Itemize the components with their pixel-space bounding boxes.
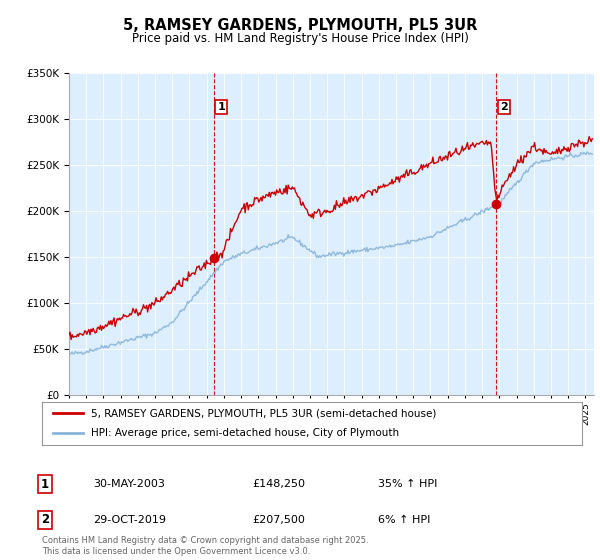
Text: 2: 2 xyxy=(41,513,49,526)
Text: 6% ↑ HPI: 6% ↑ HPI xyxy=(378,515,430,525)
Text: £148,250: £148,250 xyxy=(252,479,305,489)
Text: 5, RAMSEY GARDENS, PLYMOUTH, PL5 3UR (semi-detached house): 5, RAMSEY GARDENS, PLYMOUTH, PL5 3UR (se… xyxy=(91,408,436,418)
Text: 2: 2 xyxy=(500,102,508,112)
Text: HPI: Average price, semi-detached house, City of Plymouth: HPI: Average price, semi-detached house,… xyxy=(91,428,399,438)
Text: 30-MAY-2003: 30-MAY-2003 xyxy=(93,479,165,489)
Text: 5, RAMSEY GARDENS, PLYMOUTH, PL5 3UR: 5, RAMSEY GARDENS, PLYMOUTH, PL5 3UR xyxy=(123,18,477,34)
Text: Price paid vs. HM Land Registry's House Price Index (HPI): Price paid vs. HM Land Registry's House … xyxy=(131,32,469,45)
Text: 35% ↑ HPI: 35% ↑ HPI xyxy=(378,479,437,489)
Text: 1: 1 xyxy=(41,478,49,491)
Text: £207,500: £207,500 xyxy=(252,515,305,525)
Text: Contains HM Land Registry data © Crown copyright and database right 2025.
This d: Contains HM Land Registry data © Crown c… xyxy=(42,536,368,556)
Text: 29-OCT-2019: 29-OCT-2019 xyxy=(93,515,166,525)
Text: 1: 1 xyxy=(217,102,225,112)
